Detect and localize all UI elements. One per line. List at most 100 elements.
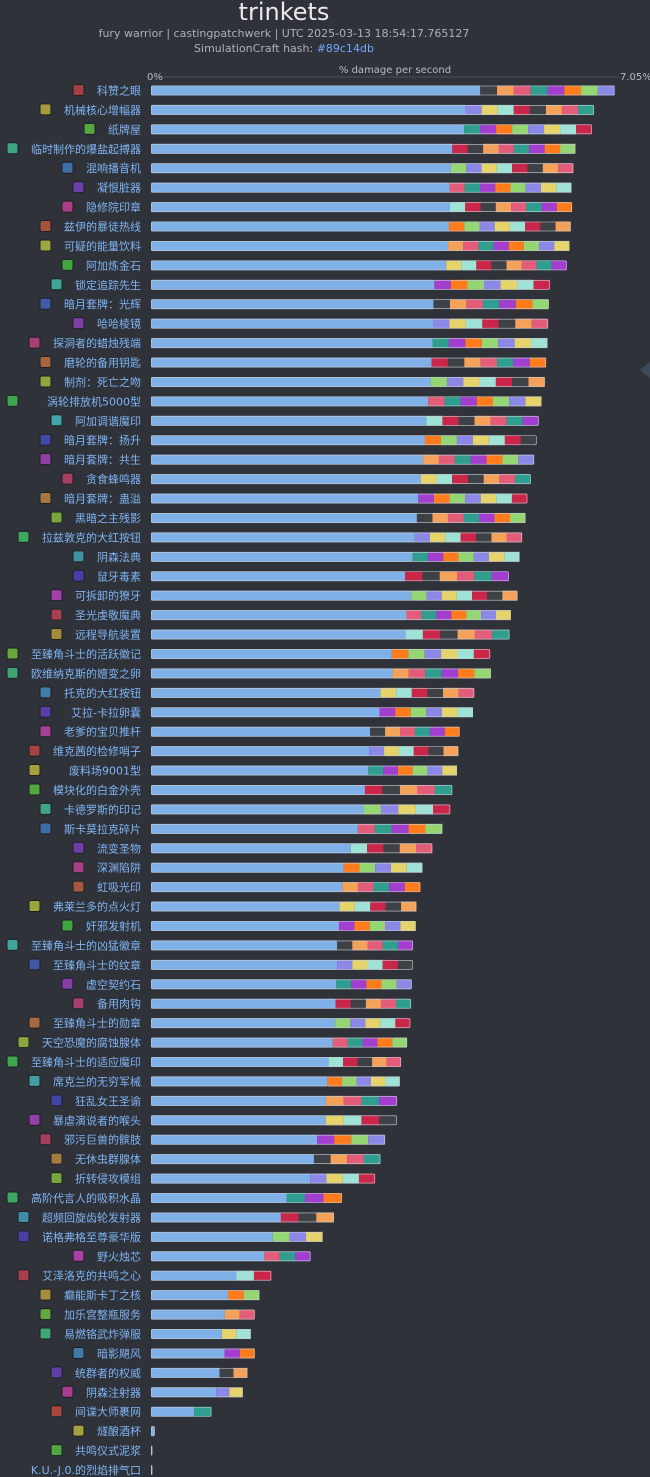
bar-row[interactable]: 阿加炼金石 — [61, 258, 567, 272]
bar-label[interactable]: 托克的大红按钮 — [64, 686, 141, 700]
bar-row[interactable]: 鼠牙毒素 — [72, 569, 509, 583]
bar-label[interactable]: 黑暗之主残影 — [75, 511, 141, 525]
bar-label[interactable]: 超频回旋齿轮发射器 — [42, 1210, 141, 1224]
bar-label[interactable]: 奸邪发射机 — [86, 919, 141, 933]
bar-label[interactable]: 锁定追踪先生 — [75, 278, 141, 292]
bar-label[interactable]: 天空恐魔的腐蚀腺体 — [42, 1036, 141, 1050]
bar-row[interactable]: 制剂：死亡之吻 — [39, 375, 545, 389]
bar-label[interactable]: 艾泽洛克的共鸣之心 — [42, 1269, 141, 1283]
bar-row[interactable]: 兹伊的暴徒热线 — [39, 220, 571, 234]
bar-label[interactable]: 备用肉钩 — [97, 997, 141, 1011]
bar-row[interactable]: 邪污巨兽的髌肢 — [39, 1133, 386, 1147]
bar-row[interactable]: 深渊陷阱 — [72, 861, 423, 875]
bar-label[interactable]: 可疑的能量饮料 — [64, 239, 141, 253]
bar-label[interactable]: 老爹的宝贝推杆 — [64, 725, 141, 739]
bar-row[interactable]: 凝恨脏器 — [72, 181, 572, 195]
bar-row[interactable]: 可拆卸的獠牙 — [50, 589, 518, 603]
bar-label[interactable]: 哈哈棱镜 — [97, 317, 141, 331]
bar-label[interactable]: 维克茜的检修哨子 — [53, 744, 141, 758]
bar-row[interactable]: 超频回旋齿轮发射器 — [17, 1210, 334, 1224]
bar-label[interactable]: 暗月套牌：蛊溢 — [64, 492, 141, 506]
bar-row[interactable]: 暗月套牌：蛊溢 — [39, 492, 528, 506]
hash-link[interactable]: #89c14db — [317, 42, 374, 55]
bar-row[interactable]: 狂乱女王圣谕 — [50, 1094, 398, 1108]
bar-row[interactable]: 哈哈棱镜 — [72, 317, 549, 331]
bar-row[interactable]: 高阶代言人的吸积水晶 — [6, 1191, 342, 1205]
bar-row[interactable]: 诺格弗格至尊豪华版 — [17, 1230, 323, 1244]
bar-label[interactable]: 共鸣仪式泥浆 — [75, 1444, 141, 1458]
bar-label[interactable]: 阴森注射器 — [86, 1385, 141, 1399]
bar-row[interactable]: 流变圣物 — [72, 841, 433, 855]
bar-label[interactable]: 统群者的权威 — [75, 1366, 141, 1380]
bar-row[interactable]: 至臻角斗士的凶猛徽章 — [6, 938, 414, 952]
bar-label[interactable]: 易燃铬武炸弹服 — [64, 1327, 141, 1341]
bar-row[interactable]: 锁定追踪先生 — [50, 278, 551, 292]
bar-row[interactable]: 燧酿酒杯 — [72, 1424, 155, 1438]
bar-row[interactable]: 共鸣仪式泥浆 — [50, 1444, 153, 1458]
bar-row[interactable]: 废料场9001型 — [28, 764, 458, 778]
bar-row[interactable]: 至臻角斗士的纹章 — [28, 958, 414, 972]
bar-label[interactable]: 欧维纳克斯的嬗变之卵 — [31, 666, 141, 680]
bar-row[interactable]: 探洞者的蜡烛残端 — [28, 336, 548, 350]
bar-label[interactable]: 至臻角斗士的适应魔印 — [31, 1055, 141, 1069]
bar-row[interactable]: 卡德罗斯的印记 — [39, 802, 451, 816]
bar-label[interactable]: 科赞之眼 — [97, 84, 141, 98]
bar-label[interactable]: 凝恨脏器 — [97, 181, 141, 195]
bar-label[interactable]: 至臻角斗士的勋章 — [53, 1016, 141, 1030]
bar-row[interactable]: 至臻角斗士的勋章 — [28, 1016, 411, 1030]
bar-label[interactable]: 狂乱女王圣谕 — [75, 1094, 141, 1108]
side-panel-tab[interactable] — [640, 362, 650, 378]
bar-row[interactable]: 无休虫群腺体 — [50, 1152, 381, 1166]
bar-label[interactable]: 圣光虔敬魔典 — [75, 608, 141, 622]
bar-row[interactable]: 易燃铬武炸弹服 — [39, 1327, 251, 1341]
bar-label[interactable]: 斯卡莫拉克碎片 — [64, 822, 141, 836]
bar-label[interactable]: 阴森法典 — [97, 550, 141, 564]
bar-label[interactable]: 暗月套牌：扬升 — [64, 433, 141, 447]
bar-row[interactable]: 机械核心增幅器 — [39, 103, 595, 117]
bar-label[interactable]: 制剂：死亡之吻 — [64, 375, 141, 389]
bar-label[interactable]: 席克兰的无穷军械 — [53, 1074, 141, 1088]
bar-row[interactable]: 虚空契约石 — [61, 977, 412, 991]
bar-label[interactable]: 无休虫群腺体 — [75, 1152, 141, 1166]
bar-label[interactable]: 至臻角斗士的凶猛徽章 — [31, 938, 141, 952]
bar-row[interactable]: 老爹的宝贝推杆 — [39, 725, 460, 739]
bar-row[interactable]: 贪食蜂鸣器 — [61, 472, 531, 486]
bar-label[interactable]: 纸牌屋 — [108, 122, 141, 136]
bar-label[interactable]: 可拆卸的獠牙 — [75, 589, 141, 603]
bar-row[interactable]: 阴森注射器 — [61, 1385, 243, 1399]
bar-label[interactable]: 高阶代言人的吸积水晶 — [31, 1191, 141, 1205]
bar-label[interactable]: 涡轮排放机5000型 — [47, 394, 141, 408]
bar-label[interactable]: 癫能斯卡丁之核 — [64, 1288, 141, 1302]
bar-label[interactable]: 间谍大师裹网 — [75, 1405, 141, 1419]
bar-row[interactable]: 托克的大红按钮 — [39, 686, 475, 700]
bar-row[interactable]: 科赞之眼 — [72, 84, 615, 98]
bar-label[interactable]: 机械核心增幅器 — [64, 103, 141, 117]
bar-label[interactable]: 暗月套牌：光辉 — [64, 297, 141, 311]
bar-row[interactable]: 艾拉-卡拉卵囊 — [39, 705, 473, 719]
bar-label[interactable]: 废料场9001型 — [69, 764, 141, 778]
bar-row[interactable]: 可疑的能量饮料 — [39, 239, 570, 253]
bar-label[interactable]: 虚空契约石 — [86, 977, 141, 991]
bar-label[interactable]: 贪食蜂鸣器 — [86, 472, 141, 486]
bar-row[interactable]: 远程导航装置 — [50, 628, 510, 642]
bar-row[interactable]: 弗莱兰多的点火灯 — [28, 900, 417, 914]
bar-row[interactable]: 黑暗之主残影 — [50, 511, 526, 525]
bar-row[interactable]: 暗月套牌：共生 — [39, 453, 535, 467]
bar-row[interactable]: 备用肉钩 — [72, 997, 412, 1011]
bar-label[interactable]: 阿加调谐魔印 — [75, 414, 141, 428]
bar-row[interactable]: 欧维纳克斯的嬗变之卵 — [6, 666, 491, 680]
bar-row[interactable]: 暗影飓风 — [72, 1346, 255, 1360]
bar-row[interactable]: 涡轮排放机5000型 — [6, 394, 542, 408]
bar-row[interactable]: 加乐宫整瓶服务 — [39, 1308, 255, 1322]
bar-label[interactable]: K.U.-J.0.的烈焰排气口 — [31, 1463, 141, 1477]
bar-row[interactable]: 混响播音机 — [61, 161, 574, 175]
bar-label[interactable]: 鼠牙毒素 — [97, 569, 141, 583]
bar-label[interactable]: 隐修院印章 — [86, 200, 141, 214]
bar-label[interactable]: 兹伊的暴徒热线 — [64, 220, 141, 234]
bar-row[interactable]: 磨轮的备用钥匙 — [39, 356, 547, 370]
bar-label[interactable]: 邪污巨兽的髌肢 — [64, 1133, 141, 1147]
bar-row[interactable]: 席克兰的无穷军械 — [28, 1074, 400, 1088]
bar-row[interactable]: 纸牌屋 — [83, 122, 593, 136]
bar-label[interactable]: 深渊陷阱 — [97, 861, 141, 875]
bar-label[interactable]: 暗月套牌：共生 — [64, 453, 141, 467]
